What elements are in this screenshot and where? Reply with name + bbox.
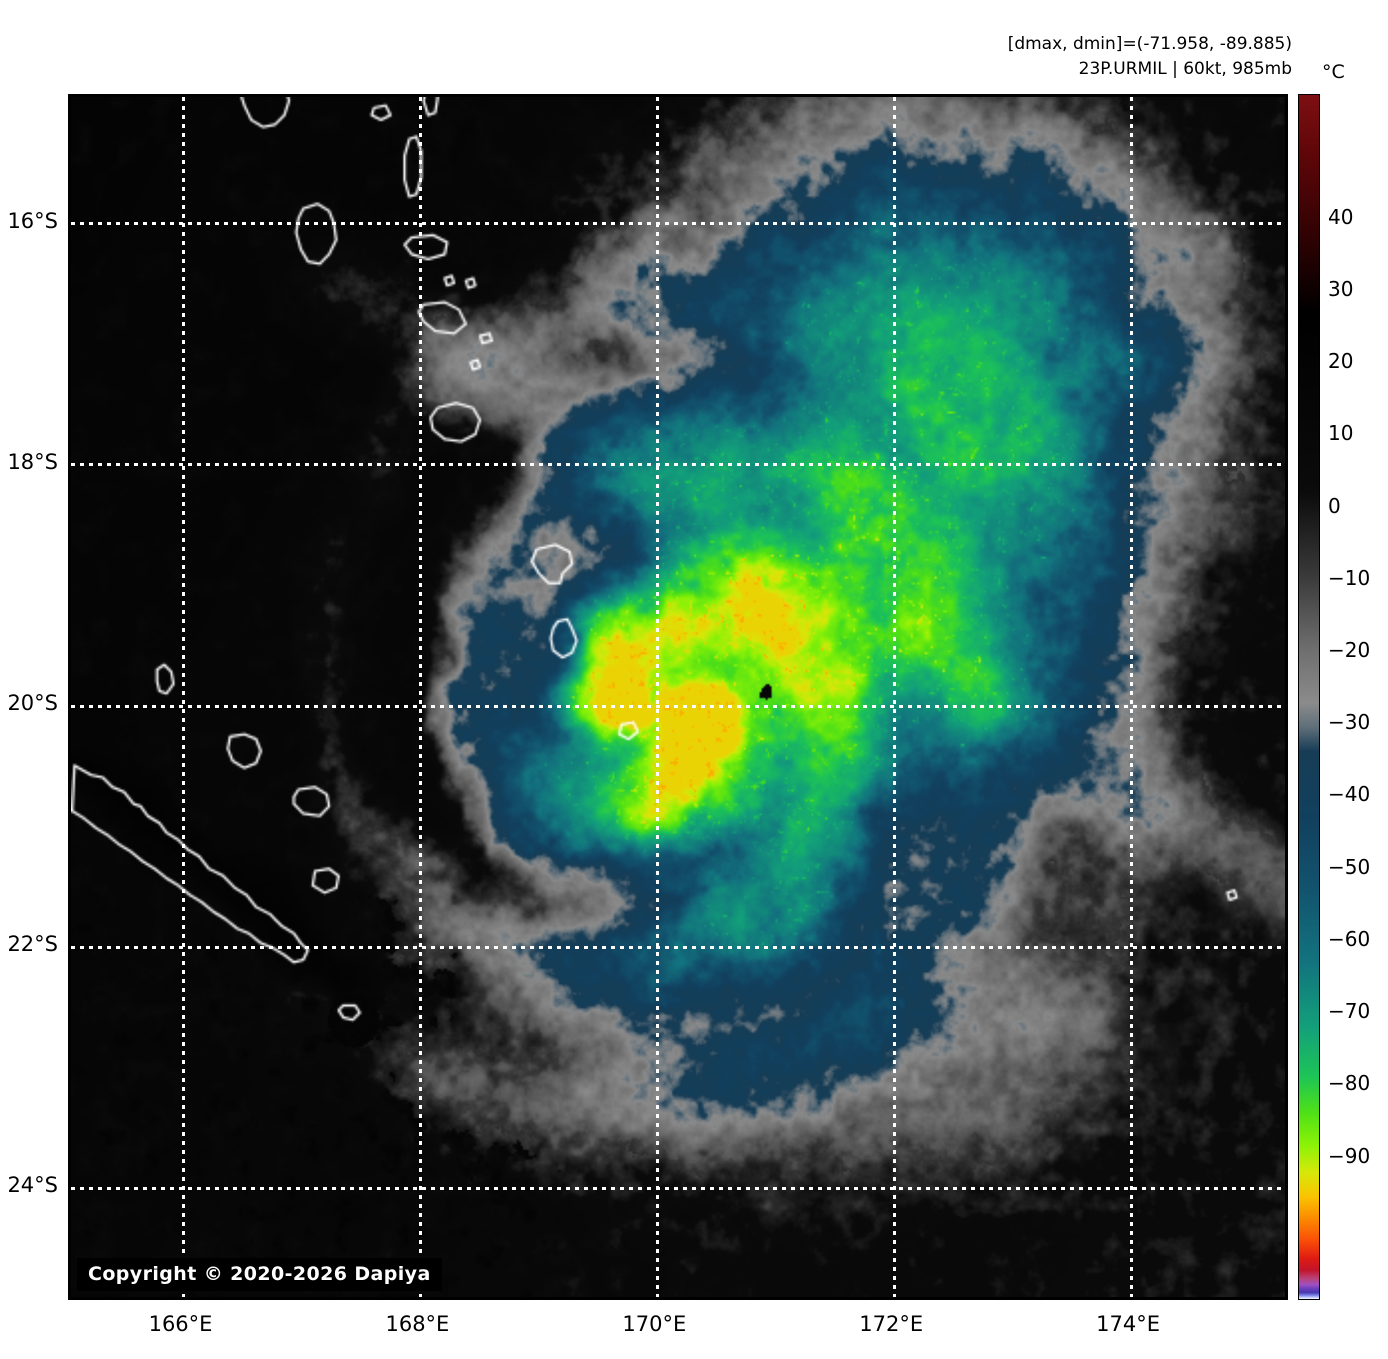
lon-tick-168E: 168°E — [385, 1312, 450, 1336]
storm-info-label: 23P.URMIL | 60kt, 985mb — [1078, 58, 1292, 79]
colorbar-tick-neg40: −40 — [1328, 782, 1371, 807]
lat-tick-20S: 20°S — [7, 691, 58, 716]
dminmax-label: [dmax, dmin]=(-71.958, -89.885) — [1007, 34, 1292, 54]
infrared-brightness-temperature-map — [71, 97, 1285, 1297]
lon-tick-166E: 166°E — [148, 1312, 213, 1336]
colorbar-tick-neg80: −80 — [1328, 1071, 1371, 1096]
colorbar-tick-10: 10 — [1328, 421, 1354, 446]
colorbar-tick-neg50: −50 — [1328, 854, 1371, 879]
satellite-image-plot: Copyright © 2020-2026 Dapiya — [68, 94, 1288, 1300]
colorbar-tick-neg60: −60 — [1328, 926, 1371, 951]
colorbar-tick-neg70: −70 — [1328, 999, 1371, 1024]
lat-tick-16S: 16°S — [7, 208, 58, 233]
colorbar-gradient — [1299, 95, 1319, 1299]
colorbar-tick-0: 0 — [1328, 493, 1341, 518]
colorbar-tick-neg10: −10 — [1328, 565, 1371, 590]
lon-tick-170E: 170°E — [622, 1312, 687, 1336]
colorbar-unit-label: °C — [1322, 61, 1345, 83]
lon-tick-174E: 174°E — [1096, 1312, 1161, 1336]
colorbar-tick-neg90: −90 — [1328, 1143, 1371, 1168]
lat-tick-24S: 24°S — [7, 1173, 58, 1198]
colorbar-tick-40: 40 — [1328, 204, 1354, 229]
colorbar-tick-neg20: −20 — [1328, 638, 1371, 663]
lon-tick-172E: 172°E — [859, 1312, 924, 1336]
colorbar-tick-30: 30 — [1328, 276, 1354, 301]
lat-tick-22S: 22°S — [7, 932, 58, 957]
lat-tick-18S: 18°S — [7, 449, 58, 474]
temperature-colorbar — [1298, 94, 1320, 1300]
copyright-watermark: Copyright © 2020-2026 Dapiya — [77, 1258, 442, 1291]
metadata-block: [dmax, dmin]=(-71.958, -89.885) 23P.URMI… — [1008, 32, 1292, 81]
colorbar-tick-neg30: −30 — [1328, 710, 1371, 735]
colorbar-tick-20: 20 — [1328, 349, 1354, 374]
